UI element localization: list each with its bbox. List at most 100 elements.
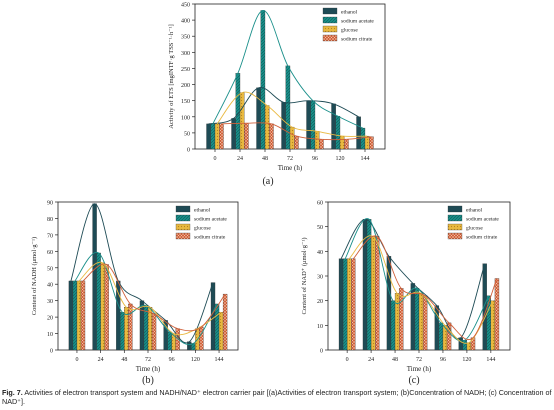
bar-sodium-acetate-72 [414, 288, 420, 351]
trend-line-sodium-citrate [352, 235, 498, 340]
x-tick-label: 96 [312, 156, 318, 162]
legend-swatch-sodium-citrate [447, 232, 463, 240]
bar-sodium-citrate-96 [446, 322, 452, 351]
x-axis-label: Time (h) [278, 164, 303, 172]
x-tick-label: 120 [191, 357, 200, 363]
bar-sodium-citrate-120 [344, 139, 349, 150]
caption-text: Activities of electron transport system … [2, 388, 552, 406]
bar-sodium-citrate-48 [128, 303, 133, 351]
bar-sodium-acetate-48 [390, 300, 396, 351]
bar-sodium-citrate-24 [244, 123, 249, 150]
bar-ethanol-72 [139, 300, 145, 351]
bar-glucose-120 [339, 135, 345, 150]
legend-swatch-glucose [447, 223, 463, 231]
bar-ethanol-96 [306, 100, 311, 150]
bar-glucose-48 [264, 105, 270, 150]
y-tick-label: 80 [47, 217, 53, 223]
chart-panel-b: 0 10 20 30 40 50 60 70 80 90 0 24 48 72 96 120 144 Time (… [31, 201, 239, 373]
x-tick-label: 96 [440, 357, 446, 363]
y-tick-label: 30 [317, 275, 323, 281]
y-tick-label: 50 [47, 266, 53, 272]
caption-label: Fig. 7. [2, 388, 23, 397]
bar-glucose-72 [147, 307, 153, 351]
bar-sodium-acetate-72 [285, 65, 291, 150]
bar-ethanol-24 [362, 219, 368, 351]
panel-label-a: (a) [262, 176, 274, 187]
bar-glucose-0 [76, 280, 82, 351]
y-tick-label: 60 [47, 250, 53, 256]
legend-label-sodium-citrate: sodium citrate [341, 37, 373, 43]
x-tick-label: 144 [361, 156, 370, 162]
y-axis-label: Content of NADH (μmol·g⁻¹) [31, 237, 38, 315]
x-tick-label: 144 [486, 357, 495, 363]
y-tick-label: 40 [317, 250, 323, 256]
bar-sodium-acetate-24 [96, 252, 101, 351]
bar-glucose-120 [466, 342, 472, 351]
bar-glucose-0 [347, 258, 352, 351]
y-tick-label: 100 [181, 115, 190, 121]
legend-swatch-glucose [322, 25, 338, 33]
bar-glucose-144 [364, 135, 370, 150]
x-tick-label: 144 [215, 357, 224, 363]
bar-sodium-citrate-48 [269, 123, 274, 150]
trend-line-glucose [216, 91, 368, 137]
y-tick-label: 0 [187, 148, 190, 154]
legend-label-ethanol: ethanol [194, 208, 211, 214]
x-tick-label: 96 [169, 357, 175, 363]
bar-ethanol-48 [256, 87, 261, 150]
legend-label-glucose: glucose [466, 226, 483, 232]
x-tick-label: 24 [237, 156, 243, 162]
legend-swatch-sodium-citrate [175, 232, 191, 240]
x-tick-label: 0 [75, 357, 78, 363]
y-axis-label: Content of NAD⁺ (μmol·g⁻¹) [301, 237, 308, 314]
bar-sodium-citrate-24 [375, 236, 380, 351]
chart-panel-c: 0 10 20 30 40 50 60 0 24 48 72 96 120 144 Time (h) Cont… [301, 201, 511, 373]
x-tick-label: 48 [392, 357, 398, 363]
bar-glucose-72 [418, 293, 424, 351]
legend-label-ethanol: ethanol [341, 10, 358, 16]
bar-ethanol-24 [92, 203, 97, 351]
y-tick-label: 20 [47, 316, 53, 322]
trend-line-sodium-citrate [82, 263, 226, 332]
bar-glucose-24 [239, 92, 245, 150]
bar-sodium-citrate-0 [219, 123, 224, 150]
bar-glucose-144 [490, 300, 496, 351]
bar-sodium-citrate-24 [104, 264, 109, 351]
legend-label-glucose: glucose [341, 28, 358, 34]
x-axis-label: Time (h) [407, 365, 432, 373]
legend-label-sodium-citrate: sodium citrate [466, 235, 498, 241]
trend-line-sodium-acetate [74, 252, 218, 345]
x-tick-label: 48 [262, 156, 268, 162]
bar-glucose-24 [370, 236, 376, 351]
y-tick-label: 0 [50, 349, 53, 355]
x-tick-label: 120 [336, 156, 345, 162]
bar-ethanol-0 [206, 123, 211, 150]
bar-ethanol-96 [163, 320, 168, 351]
x-tick-label: 72 [145, 357, 151, 363]
bar-sodium-acetate-96 [438, 322, 444, 351]
y-tick-label: 70 [47, 233, 53, 239]
bar-sodium-citrate-96 [319, 139, 324, 150]
bar-ethanol-120 [331, 103, 336, 150]
bar-sodium-acetate-48 [260, 10, 266, 150]
panel-label-c: (c) [408, 375, 420, 386]
legend-label-sodium-citrate: sodium citrate [194, 235, 226, 241]
bar-sodium-acetate-120 [462, 339, 468, 351]
bar-sodium-acetate-0 [72, 280, 78, 351]
y-tick-label: 250 [181, 67, 190, 73]
y-tick-label: 90 [47, 201, 53, 207]
y-tick-label: 200 [181, 83, 190, 89]
bar-sodium-acetate-144 [214, 303, 220, 351]
y-tick-label: 20 [317, 299, 323, 305]
x-axis-label: Time (h) [136, 365, 161, 373]
bar-sodium-acetate-96 [167, 331, 172, 351]
bar-glucose-48 [394, 293, 400, 351]
bar-sodium-acetate-24 [235, 73, 241, 150]
bar-sodium-citrate-144 [369, 136, 374, 150]
y-tick-label: 450 [181, 3, 190, 9]
y-tick-label: 10 [47, 332, 53, 338]
bar-sodium-citrate-72 [151, 313, 157, 351]
y-tick-label: 400 [181, 19, 190, 25]
y-tick-label: 350 [181, 35, 190, 41]
